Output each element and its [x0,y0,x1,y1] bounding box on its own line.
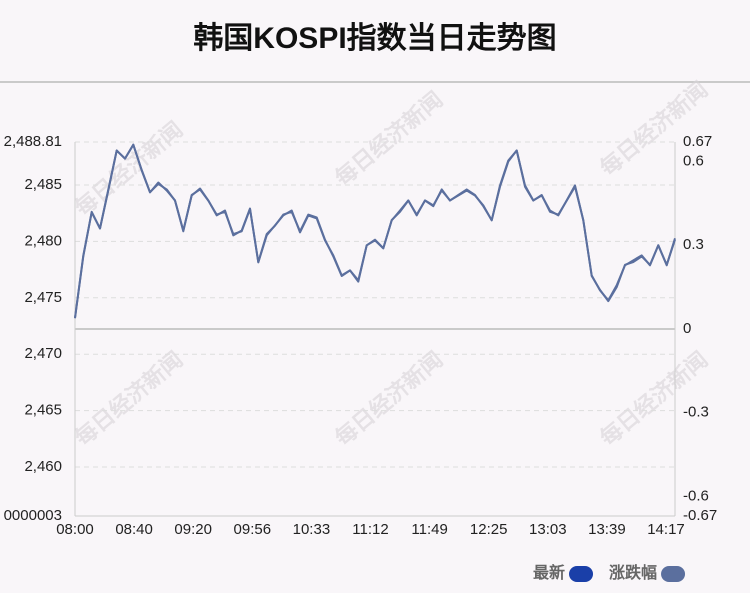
watermark: 每日经济新闻 [330,347,447,451]
x-tick-label: 13:39 [588,521,626,538]
y2-tick-label: -0.67 [683,507,717,524]
x-tick-label: 09:20 [174,521,212,538]
watermark: 每日经济新闻 [330,87,447,191]
y2-tick-label: -0.3 [683,404,709,421]
chart-title: 韩国KOSPI指数当日走势图 [193,22,556,55]
legend-label: 最新 [533,563,565,582]
x-tick-label: 10:33 [293,521,331,538]
x-tick-label: 11:49 [411,521,447,538]
x-tick-label: 11:12 [352,521,388,538]
y-tick-label: 2,460 [24,458,62,475]
legend-label: 涨跌幅 [609,563,657,582]
y-tick-label: 0000003 [4,507,62,524]
watermark: 每日经济新闻 [70,347,187,451]
x-tick-label: 08:40 [115,521,153,538]
x-tick-label: 09:56 [234,521,272,538]
y-tick-label: 2,470 [24,345,62,362]
x-tick-label: 13:03 [529,521,567,538]
y2-tick-label: 0.3 [683,236,704,253]
y-tick-label: 2,475 [24,289,62,306]
y2-tick-label: 0 [683,320,691,337]
watermark: 每日经济新闻 [70,117,187,221]
legend-swatch [661,566,686,582]
y2-tick-label: 0.6 [683,153,704,170]
y-tick-label: 2,465 [24,402,62,419]
series-line [74,143,676,318]
watermark: 每日经济新闻 [595,347,712,451]
x-tick-label: 14:17 [647,521,685,538]
y-tick-label: 2,488.81 [4,133,62,150]
x-tick-label: 12:25 [470,521,508,538]
x-tick-label: 08:00 [56,521,94,538]
y2-tick-label: 0.67 [683,133,712,150]
legend-swatch [569,566,594,582]
y-tick-label: 2,480 [24,232,62,249]
y-tick-label: 2,485 [24,176,62,193]
y2-tick-label: -0.6 [683,487,709,504]
